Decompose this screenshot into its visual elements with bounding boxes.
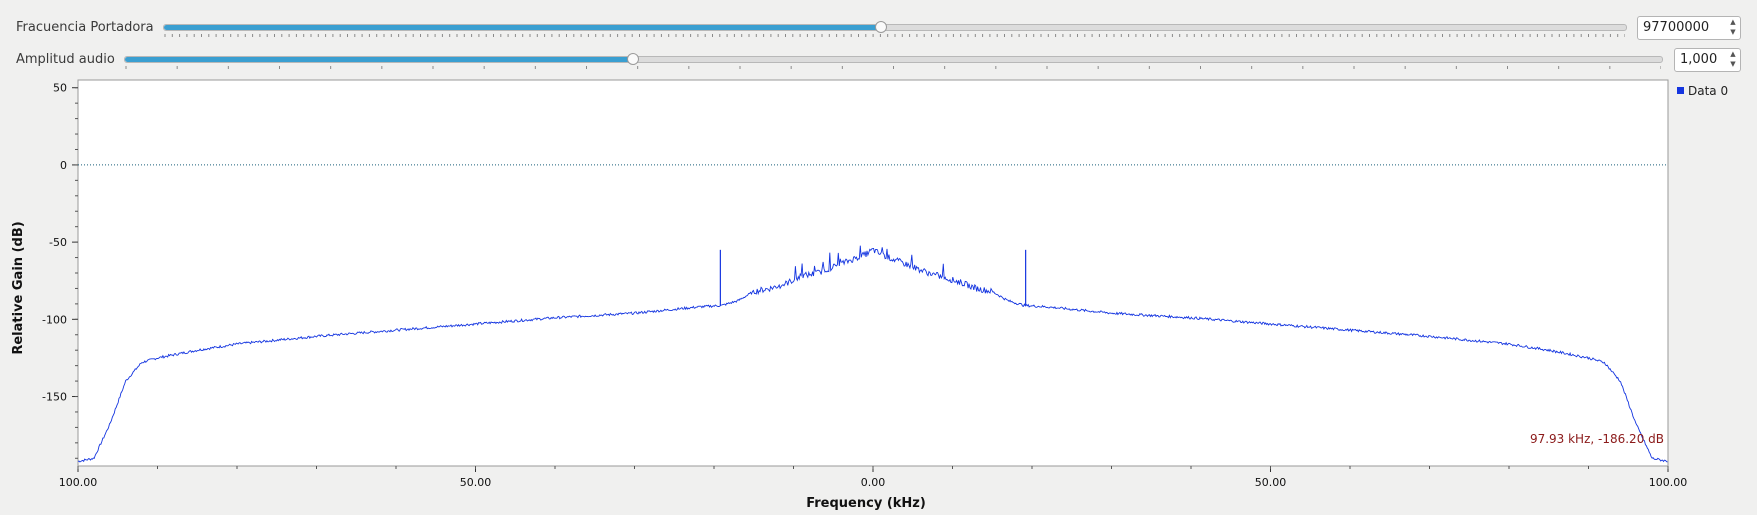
- audio-slider-fill: [125, 57, 633, 62]
- carrier-frequency-label: Fracuencia Portadora: [16, 20, 154, 35]
- spin-up-icon[interactable]: ▲: [1730, 18, 1736, 26]
- spin-down-icon[interactable]: ▼: [1730, 28, 1736, 36]
- audio-amplitude-spinbox[interactable]: 1,000 ▲ ▼: [1674, 48, 1741, 72]
- x-tick-label: 0.00: [861, 476, 886, 489]
- legend[interactable]: Data 0: [1677, 84, 1728, 98]
- y-tick-label: 0: [60, 159, 67, 172]
- plot-canvas[interactable]: [77, 79, 1669, 467]
- audio-amplitude-slider[interactable]: [124, 53, 1663, 65]
- spectrum-line: [77, 245, 1668, 463]
- carrier-frequency-slider[interactable]: [163, 21, 1627, 33]
- audio-amplitude-row: Amplitud audio 1,000 ▲ ▼: [0, 48, 1757, 74]
- audio-slider-ticks: [125, 66, 1661, 69]
- legend-swatch: [1677, 87, 1684, 94]
- audio-slider-handle[interactable]: [626, 53, 639, 65]
- x-tick-label: 100.00: [59, 476, 98, 489]
- frequency-plot[interactable]: 50 0 -50 -100 -150 100.00 50.00 0.00 50.00 100.00…: [0, 78, 1757, 515]
- y-tick-label: -50: [49, 236, 67, 249]
- x-tick-label: 100.00: [1649, 476, 1688, 489]
- carrier-frequency-spinbox[interactable]: 97700000 ▲ ▼: [1637, 16, 1741, 40]
- audio-amplitude-value[interactable]: 1,000: [1680, 52, 1718, 67]
- carrier-frequency-row: Fracuencia Portadora 97700000 ▲ ▼: [0, 16, 1757, 42]
- carrier-frequency-value[interactable]: 97700000: [1643, 20, 1710, 35]
- carrier-slider-ticks: [164, 34, 1625, 37]
- carrier-slider-handle[interactable]: [875, 21, 888, 33]
- spin-down-icon[interactable]: ▼: [1730, 60, 1736, 68]
- x-tick-label: 50.00: [1255, 476, 1287, 489]
- legend-label: Data 0: [1688, 84, 1729, 98]
- cursor-readout: 97.93 kHz, -186.20 dB: [1530, 432, 1664, 446]
- y-tick-label: -100: [42, 313, 67, 326]
- y-tick-label: -150: [42, 391, 67, 404]
- y-axis-label: Relative Gain (dB): [11, 221, 26, 354]
- audio-amplitude-label: Amplitud audio: [16, 52, 115, 67]
- plot-axes: 50 0 -50 -100 -150 100.00 50.00 0.00 50.00 100.00: [42, 82, 1687, 489]
- spectrum-trace: [77, 245, 1668, 463]
- y-tick-label: 50: [53, 82, 67, 95]
- x-axis-label: Frequency (kHz): [806, 496, 926, 511]
- carrier-slider-fill: [164, 25, 882, 30]
- spin-up-icon[interactable]: ▲: [1730, 50, 1736, 58]
- x-tick-label: 50.00: [460, 476, 492, 489]
